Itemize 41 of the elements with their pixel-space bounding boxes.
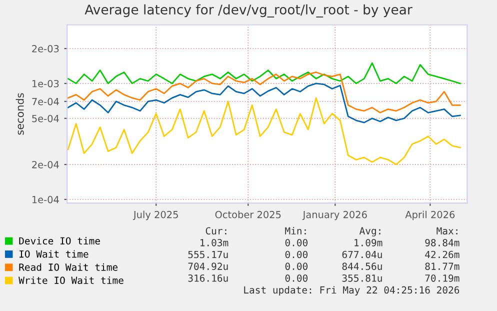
legend-label: IO Wait time <box>20 250 88 258</box>
legend-label: Device IO time <box>19 237 100 245</box>
text: 0.00 <box>285 262 308 270</box>
text: Max: <box>436 227 458 235</box>
text: 0.00 <box>285 239 308 246</box>
text: Cur: <box>206 227 226 235</box>
text: 1.09m <box>354 239 382 246</box>
text: Min: <box>285 227 306 234</box>
y-tick-label: 2e-03 <box>32 45 59 52</box>
text: 81.77m <box>425 262 460 270</box>
text: Avg: <box>359 227 380 236</box>
text: 1.03m <box>200 239 228 246</box>
text: 677.04u <box>342 250 382 258</box>
x-tick-label: July 2025 <box>132 210 178 220</box>
text: 70.19m <box>425 274 460 282</box>
y-tick-label: 1e-03 <box>32 80 59 88</box>
legend-label: Write IO Wait time <box>18 276 124 284</box>
legend-label: Read IO Wait time <box>19 263 118 271</box>
y-tick-label: 7e-04 <box>32 98 59 106</box>
line-series <box>67 97 461 166</box>
x-tick-label: January 2026 <box>302 210 367 220</box>
text: 42.26m <box>425 250 460 258</box>
text: Last update: Fri May 22 04:25:16 2026 <box>244 286 460 296</box>
text: 704.92u <box>188 262 228 270</box>
line-series <box>67 82 461 124</box>
text: 844.56u <box>342 262 382 270</box>
text: 316.16u <box>188 274 228 282</box>
y-tick-label: 1e-04 <box>32 196 59 204</box>
text: 0.00 <box>285 250 308 258</box>
line-series <box>67 62 461 84</box>
x-tick-label: October 2025 <box>215 210 281 218</box>
text: 98.84m <box>425 239 460 246</box>
x-tick-label: April 2026 <box>405 210 455 220</box>
y-axis-title: seconds <box>16 93 24 135</box>
text: 555.17u <box>188 250 228 258</box>
y-tick-label: 5e-04 <box>32 114 59 122</box>
text: 0.00 <box>285 274 308 282</box>
line-series <box>67 72 461 114</box>
text: 355.81u <box>342 274 382 282</box>
chart-title: Average latency for /dev/vg_root/lv_root - by year <box>84 4 412 18</box>
y-tick-label: 2e-04 <box>32 160 59 168</box>
